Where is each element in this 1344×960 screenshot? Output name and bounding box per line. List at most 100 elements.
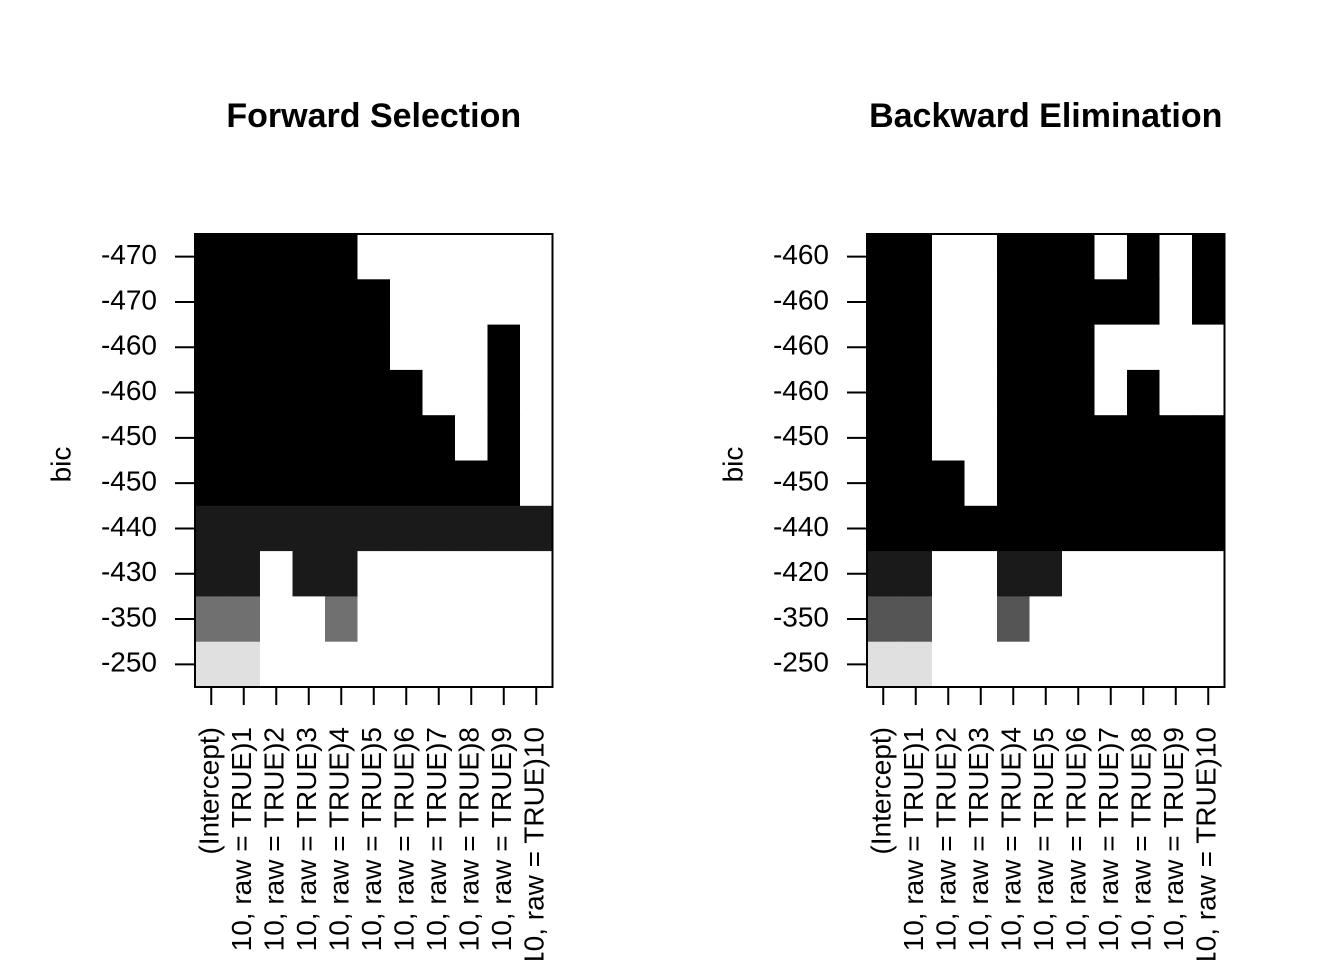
cell bbox=[227, 460, 261, 507]
cell bbox=[292, 460, 326, 507]
x-tick-label: poly(X, 10, raw = TRUE)8 bbox=[1126, 727, 1157, 960]
cell bbox=[325, 279, 358, 326]
cell bbox=[1094, 415, 1128, 461]
cell bbox=[964, 505, 998, 552]
cell bbox=[1029, 279, 1063, 326]
cell bbox=[964, 324, 998, 371]
cell bbox=[487, 641, 521, 688]
x-tick-label: poly(X, 10, raw = TRUE)6 bbox=[389, 727, 420, 960]
cell bbox=[325, 415, 358, 461]
y-tick-label: -420 bbox=[773, 556, 829, 587]
cell bbox=[260, 234, 293, 280]
cell bbox=[325, 641, 358, 688]
cell bbox=[1094, 369, 1128, 416]
cell bbox=[520, 279, 553, 326]
cell bbox=[487, 369, 521, 416]
cell bbox=[1029, 460, 1063, 507]
cell bbox=[455, 551, 488, 597]
cell bbox=[1029, 415, 1063, 461]
cell bbox=[260, 415, 293, 461]
cell bbox=[455, 234, 488, 280]
cell bbox=[1192, 641, 1225, 688]
cell bbox=[357, 596, 391, 643]
cell bbox=[997, 460, 1030, 507]
cell bbox=[1062, 460, 1095, 507]
cell bbox=[899, 460, 933, 507]
cell bbox=[1127, 415, 1160, 461]
cell bbox=[1094, 551, 1128, 597]
cell bbox=[1192, 460, 1225, 507]
x-tick-label: poly(X, 10, raw = TRUE)5 bbox=[1028, 727, 1059, 960]
cell bbox=[292, 324, 326, 371]
x-tick-label: poly(X, 10, raw = TRUE)4 bbox=[996, 727, 1027, 960]
x-tick-label: poly(X, 10, raw = TRUE)4 bbox=[324, 727, 355, 960]
cell bbox=[964, 460, 998, 507]
cell bbox=[1029, 551, 1063, 597]
cell bbox=[390, 551, 423, 597]
cell bbox=[422, 596, 456, 643]
cell bbox=[867, 505, 900, 552]
cell bbox=[1159, 551, 1193, 597]
cell bbox=[1094, 596, 1128, 643]
cell bbox=[1029, 505, 1063, 552]
cell bbox=[520, 460, 553, 507]
cell bbox=[1062, 415, 1095, 461]
cell bbox=[227, 369, 261, 416]
cell bbox=[1127, 596, 1160, 643]
x-tick-label: (Intercept) bbox=[866, 727, 897, 855]
cell bbox=[227, 596, 261, 643]
cell bbox=[520, 234, 553, 280]
cell bbox=[1029, 234, 1063, 280]
cell bbox=[325, 369, 358, 416]
cell bbox=[292, 415, 326, 461]
y-tick-label: -450 bbox=[773, 466, 829, 497]
x-tick-label: poly(X, 10, raw = TRUE)3 bbox=[963, 727, 994, 960]
cell bbox=[932, 415, 965, 461]
cell bbox=[520, 551, 553, 597]
x-tick-label: poly(X, 10, raw = TRUE)1 bbox=[898, 727, 929, 960]
cell bbox=[1159, 415, 1193, 461]
cell bbox=[964, 279, 998, 326]
y-axis-label: bic bbox=[717, 447, 748, 483]
cell bbox=[195, 505, 228, 552]
cell bbox=[422, 460, 456, 507]
cell bbox=[227, 415, 261, 461]
cell bbox=[1192, 415, 1225, 461]
y-tick-label: -460 bbox=[773, 284, 829, 315]
x-tick-label: poly(X, 10, raw = TRUE)2 bbox=[931, 727, 962, 960]
cell bbox=[455, 505, 488, 552]
cell bbox=[964, 551, 998, 597]
x-tick-label: poly(X, 10, raw = TRUE)1 bbox=[226, 727, 257, 960]
cell bbox=[1159, 505, 1193, 552]
cell bbox=[932, 324, 965, 371]
cell bbox=[227, 234, 261, 280]
cell bbox=[899, 324, 933, 371]
cell bbox=[520, 596, 553, 643]
cell bbox=[195, 551, 228, 597]
cell bbox=[227, 641, 261, 688]
cell bbox=[1127, 324, 1160, 371]
cell bbox=[390, 596, 423, 643]
cell bbox=[325, 596, 358, 643]
cell bbox=[422, 641, 456, 688]
cell bbox=[1029, 641, 1063, 688]
cell bbox=[390, 415, 423, 461]
x-tick-label: poly(X, 10, raw = TRUE)2 bbox=[259, 727, 290, 960]
cell bbox=[1062, 641, 1095, 688]
cell bbox=[867, 551, 900, 597]
y-tick-label: -250 bbox=[101, 647, 157, 678]
cell bbox=[422, 551, 456, 597]
cell bbox=[932, 234, 965, 280]
cell bbox=[357, 324, 391, 371]
cell bbox=[1159, 596, 1193, 643]
cell bbox=[1192, 279, 1225, 326]
chart-title: Backward Elimination bbox=[869, 97, 1222, 135]
cell bbox=[997, 324, 1030, 371]
cell bbox=[357, 505, 391, 552]
cell bbox=[487, 505, 521, 552]
y-tick-label: -460 bbox=[101, 330, 157, 361]
cell bbox=[867, 596, 900, 643]
cell bbox=[390, 324, 423, 371]
